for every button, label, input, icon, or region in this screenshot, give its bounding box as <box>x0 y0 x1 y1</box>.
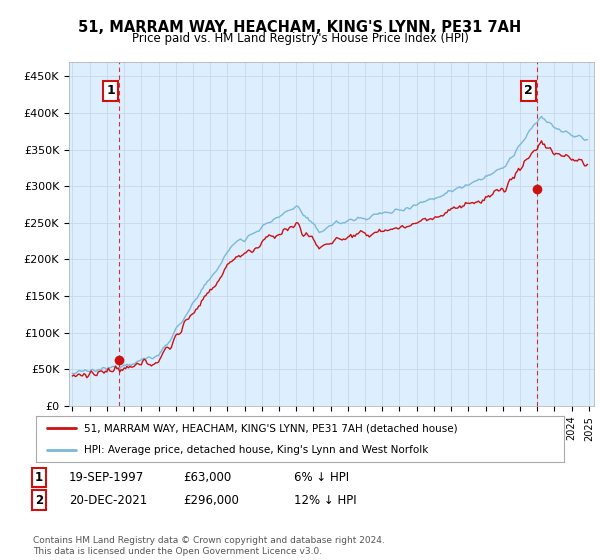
Text: 2: 2 <box>35 493 43 507</box>
Text: Contains HM Land Registry data © Crown copyright and database right 2024.
This d: Contains HM Land Registry data © Crown c… <box>33 536 385 556</box>
Text: 6% ↓ HPI: 6% ↓ HPI <box>294 471 349 484</box>
Text: 1: 1 <box>35 471 43 484</box>
Text: 2: 2 <box>524 85 532 97</box>
Text: £296,000: £296,000 <box>183 493 239 507</box>
Text: 51, MARRAM WAY, HEACHAM, KING'S LYNN, PE31 7AH: 51, MARRAM WAY, HEACHAM, KING'S LYNN, PE… <box>79 20 521 35</box>
Text: HPI: Average price, detached house, King's Lynn and West Norfolk: HPI: Average price, detached house, King… <box>83 445 428 455</box>
Text: Price paid vs. HM Land Registry's House Price Index (HPI): Price paid vs. HM Land Registry's House … <box>131 32 469 45</box>
Text: 51, MARRAM WAY, HEACHAM, KING'S LYNN, PE31 7AH (detached house): 51, MARRAM WAY, HEACHAM, KING'S LYNN, PE… <box>83 423 457 433</box>
Text: £63,000: £63,000 <box>183 471 231 484</box>
Text: 1: 1 <box>106 85 115 97</box>
Text: 12% ↓ HPI: 12% ↓ HPI <box>294 493 356 507</box>
Text: 20-DEC-2021: 20-DEC-2021 <box>69 493 147 507</box>
Text: 19-SEP-1997: 19-SEP-1997 <box>69 471 144 484</box>
